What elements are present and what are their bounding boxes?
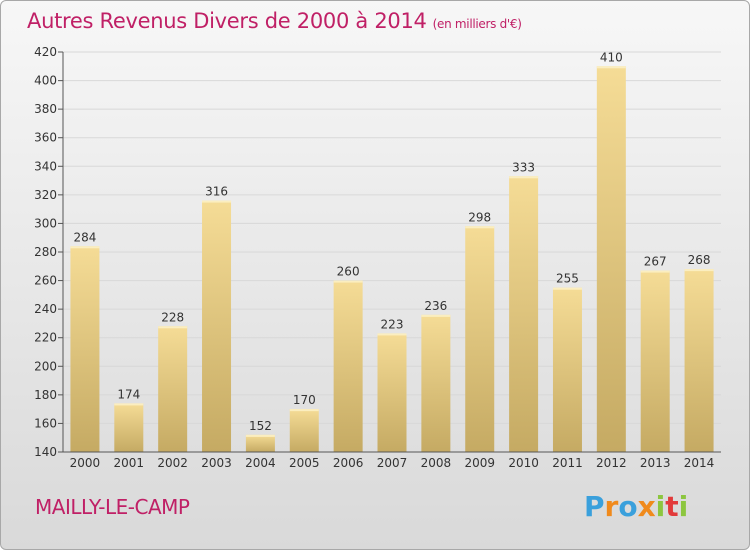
y-tick-label: 180: [34, 388, 57, 402]
bar: [289, 409, 319, 452]
y-tick-label: 200: [34, 359, 57, 373]
x-tick-label: 2012: [596, 456, 627, 470]
x-tick-label: 2013: [640, 456, 671, 470]
x-tick-label: 2006: [333, 456, 364, 470]
data-label: 410: [600, 50, 623, 64]
bar-highlight: [684, 269, 714, 272]
bar-highlight: [333, 280, 363, 283]
y-tick-label: 320: [34, 188, 57, 202]
bar-highlight: [114, 403, 144, 406]
town-name: MAILLY-LE-CAMP: [35, 495, 190, 519]
bars: [70, 66, 714, 453]
bar: [158, 326, 188, 452]
data-label: 298: [468, 210, 491, 224]
y-tick-label: 220: [34, 331, 57, 345]
bar: [684, 269, 714, 452]
y-tick-label: 340: [34, 159, 57, 173]
data-label: 152: [249, 419, 272, 433]
logo-letter: i: [678, 490, 689, 523]
bar-highlight: [289, 409, 319, 412]
y-tick-label: 260: [34, 274, 57, 288]
bar-highlight: [552, 287, 582, 290]
data-label: 255: [556, 272, 579, 286]
x-tick-label: 2008: [421, 456, 452, 470]
y-tick-label: 380: [34, 102, 57, 116]
chart-title-text: Autres Revenus Divers de 2000 à 2014: [27, 9, 427, 33]
bar-highlight: [465, 226, 495, 229]
x-tick-label: 2000: [70, 456, 101, 470]
y-tick-label: 420: [34, 45, 57, 59]
y-tick-label: 300: [34, 216, 57, 230]
x-tick-label: 2003: [201, 456, 232, 470]
logo-letter: i: [655, 490, 666, 523]
x-tick-label: 2005: [289, 456, 320, 470]
y-tick-label: 400: [34, 74, 57, 88]
y-tick-label: 360: [34, 131, 57, 145]
bar-highlight: [596, 66, 626, 69]
bar-highlight: [245, 434, 275, 437]
proxiti-logo: Proxiti: [584, 490, 688, 523]
x-tick-label: 2011: [552, 456, 583, 470]
data-labels: 284 174 228 316 152 170 260 223 236 298 333 255 410 2…: [73, 50, 710, 433]
bar-highlight: [421, 314, 451, 317]
bar-highlight: [158, 326, 188, 329]
y-tick-label: 160: [34, 416, 57, 430]
y-tick-label: 140: [34, 445, 57, 459]
bar: [509, 176, 539, 453]
x-tick-label: 2004: [245, 456, 276, 470]
axes: 140 160 180 200 220 240 260 280 300 320 340 360 380 4…: [34, 45, 721, 470]
logo-letter: t: [665, 490, 679, 523]
x-tick-label: 2002: [157, 456, 188, 470]
bar: [377, 333, 407, 452]
data-label: 284: [73, 230, 96, 244]
bar: [333, 280, 363, 452]
x-tick-label: 2014: [684, 456, 715, 470]
bar: [421, 314, 451, 452]
data-label: 228: [161, 310, 184, 324]
bar: [70, 246, 100, 452]
bar: [640, 270, 670, 452]
y-tick-label: 240: [34, 302, 57, 316]
bar: [465, 226, 495, 452]
x-tick-label: 2010: [508, 456, 539, 470]
data-label: 333: [512, 160, 535, 174]
bar-highlight: [640, 270, 670, 273]
bar: [245, 434, 275, 452]
bar: [596, 66, 626, 453]
data-label: 316: [205, 185, 228, 199]
y-tick-label: 280: [34, 245, 57, 259]
x-tick-label: 2001: [114, 456, 145, 470]
data-label: 267: [644, 255, 667, 269]
logo-letter: P: [584, 490, 605, 523]
bar: [114, 403, 144, 452]
data-label: 236: [424, 299, 447, 313]
data-label: 174: [117, 387, 140, 401]
logo-letter: r: [604, 490, 619, 523]
bar: [552, 287, 582, 452]
data-label: 260: [337, 265, 360, 279]
chart-title: Autres Revenus Divers de 2000 à 2014 (en …: [27, 9, 522, 33]
chart-title-unit: (en milliers d'€): [432, 17, 522, 31]
bar-highlight: [202, 200, 232, 203]
logo-letter: x: [637, 490, 656, 523]
data-label: 223: [381, 317, 404, 331]
data-label: 268: [688, 253, 711, 267]
bar-highlight: [377, 333, 407, 336]
x-tick-label: 2007: [377, 456, 408, 470]
data-label: 170: [293, 393, 316, 407]
logo-letter: o: [618, 490, 638, 523]
x-tick-label: 2009: [464, 456, 495, 470]
bar-highlight: [509, 176, 539, 179]
bar: [202, 200, 232, 452]
bar-highlight: [70, 246, 100, 249]
